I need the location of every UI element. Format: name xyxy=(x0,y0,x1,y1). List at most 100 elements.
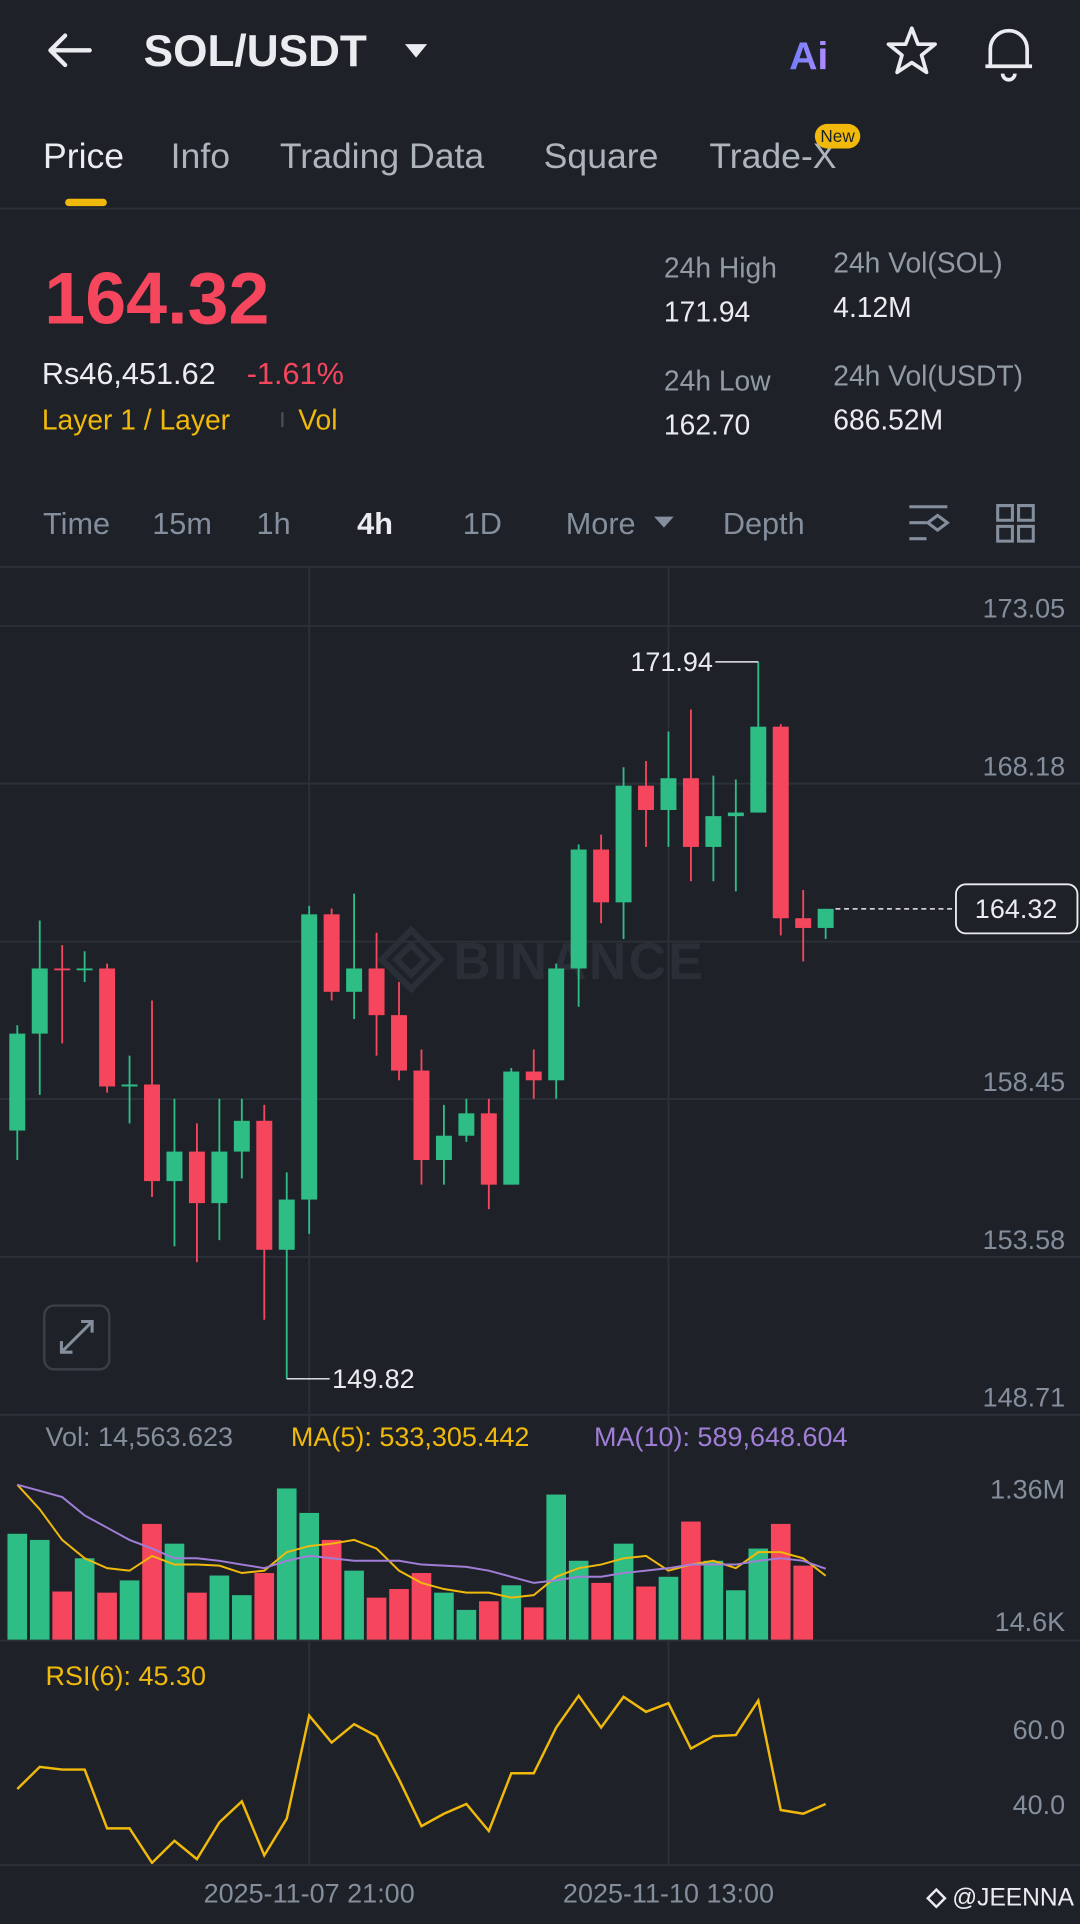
tag[interactable]: Layer 1 / Layer xyxy=(42,404,230,436)
volume-bar xyxy=(434,1592,454,1641)
tag[interactable]: Vol xyxy=(298,404,337,436)
volume-bar xyxy=(52,1591,73,1641)
more-dropdown[interactable] xyxy=(654,516,674,528)
volume-bar xyxy=(142,1523,162,1641)
stat-label: 24h Vol(SOL) xyxy=(833,247,1002,279)
candle-body xyxy=(727,812,744,817)
legend-label: MA(5): 533,305.442 xyxy=(291,1422,530,1452)
volume-bar xyxy=(97,1592,117,1641)
volume-bar xyxy=(546,1494,567,1641)
tab[interactable]: Square xyxy=(544,136,659,176)
y-tick-label: 153.58 xyxy=(983,1225,1066,1255)
y-tick-label: 1.36M xyxy=(990,1475,1065,1505)
volume-bar xyxy=(411,1573,432,1641)
candle-body xyxy=(391,1015,407,1071)
y-tick-label: 173.05 xyxy=(983,594,1066,624)
high-label: 171.94 xyxy=(630,647,713,677)
pair-dropdown[interactable] xyxy=(405,44,428,58)
x-tick-label: 2025-11-10 13:00 xyxy=(563,1878,774,1908)
candle-body xyxy=(750,726,767,813)
y-tick-label: 14.6K xyxy=(995,1607,1066,1637)
volume-bar xyxy=(703,1560,724,1641)
candle-body xyxy=(99,968,116,1087)
layout-button[interactable] xyxy=(996,504,1035,543)
interval[interactable]: Time xyxy=(43,507,110,541)
interval[interactable]: More xyxy=(566,507,636,541)
volume-bar xyxy=(501,1585,522,1641)
volume-bar xyxy=(479,1601,499,1641)
volume-bar xyxy=(254,1573,275,1641)
rsi-label: RSI(6): 45.30 xyxy=(46,1661,206,1691)
candle-body xyxy=(660,778,677,810)
tab[interactable]: Info xyxy=(171,136,230,176)
candle-body xyxy=(211,1151,228,1204)
candle-body xyxy=(795,918,812,928)
stat-value: 4.12M xyxy=(833,291,911,323)
candle-body xyxy=(593,849,610,903)
favorite-button[interactable] xyxy=(886,26,937,75)
candle-body xyxy=(144,1084,160,1182)
candle-body xyxy=(9,1033,26,1131)
volume-bar xyxy=(613,1543,634,1641)
price-badge xyxy=(955,883,1079,935)
volume-bar xyxy=(636,1586,656,1641)
stat-label: 24h Low xyxy=(664,364,771,396)
price-badge-label: 164.32 xyxy=(975,894,1058,924)
candle-body xyxy=(525,1071,542,1081)
candle-body xyxy=(435,1135,452,1161)
ma-line xyxy=(17,1483,826,1584)
candle-body xyxy=(458,1113,475,1136)
volume-bar xyxy=(456,1609,477,1641)
stat-value: 686.52M xyxy=(833,404,943,436)
interval[interactable]: 4h xyxy=(357,507,393,541)
legend-label: Vol: 14,563.623 xyxy=(46,1422,234,1452)
tab[interactable]: Price xyxy=(43,136,124,176)
volume-bar xyxy=(523,1607,544,1641)
volume-bar xyxy=(187,1592,207,1641)
interval[interactable]: 1D xyxy=(463,507,502,541)
candle-body xyxy=(31,968,48,1034)
volume-bar xyxy=(232,1595,252,1641)
ai-button[interactable]: Ai xyxy=(789,34,828,78)
volume-bar xyxy=(321,1539,342,1641)
volume-bar xyxy=(793,1565,814,1641)
y-tick-label: 40.0 xyxy=(1013,1790,1066,1820)
tab[interactable]: Trade-X xyxy=(709,136,836,176)
fullscreen-button[interactable] xyxy=(43,1304,111,1371)
volume-bar xyxy=(119,1580,140,1641)
interval[interactable]: 1h xyxy=(257,507,291,541)
candle-body xyxy=(301,914,318,1200)
volume-bar xyxy=(74,1558,95,1641)
x-tick-label: 2025-11-07 21:00 xyxy=(204,1878,415,1908)
volume-bar xyxy=(7,1533,28,1641)
y-tick-label: 158.45 xyxy=(983,1067,1066,1097)
indicator-settings[interactable] xyxy=(909,505,950,541)
candle-body xyxy=(570,849,587,969)
candle-body xyxy=(278,1199,295,1250)
tab[interactable]: Trading Data xyxy=(280,136,485,176)
candle-body xyxy=(548,968,565,1081)
candle-body xyxy=(346,968,363,992)
candle-body xyxy=(233,1120,250,1152)
y-tick-label: 148.71 xyxy=(983,1383,1066,1413)
volume-bar xyxy=(770,1523,791,1641)
fiat-price: Rs46,451.62 xyxy=(42,357,216,391)
volume-bar xyxy=(366,1597,387,1641)
stat-label: 24h Vol(USDT) xyxy=(833,359,1023,391)
candle-body xyxy=(705,816,722,847)
candle-body xyxy=(188,1151,205,1204)
volume-bar xyxy=(748,1548,769,1641)
candle-body xyxy=(413,1070,430,1161)
interval[interactable]: Depth xyxy=(723,507,805,541)
pair-title[interactable]: SOL/USDT xyxy=(144,27,367,76)
candle-body xyxy=(121,1084,138,1087)
volume-bar xyxy=(591,1582,611,1641)
candle-body xyxy=(817,908,834,928)
candle-body xyxy=(772,726,789,919)
chart: 2025-11-07 21:00 2025-11-10 13:00 173.05 16… xyxy=(0,566,1080,1908)
candle-body xyxy=(256,1120,273,1250)
interval[interactable]: 15m xyxy=(152,507,212,541)
alert-button[interactable] xyxy=(985,28,1033,82)
candle-body xyxy=(54,968,71,971)
back-button[interactable] xyxy=(48,33,92,68)
